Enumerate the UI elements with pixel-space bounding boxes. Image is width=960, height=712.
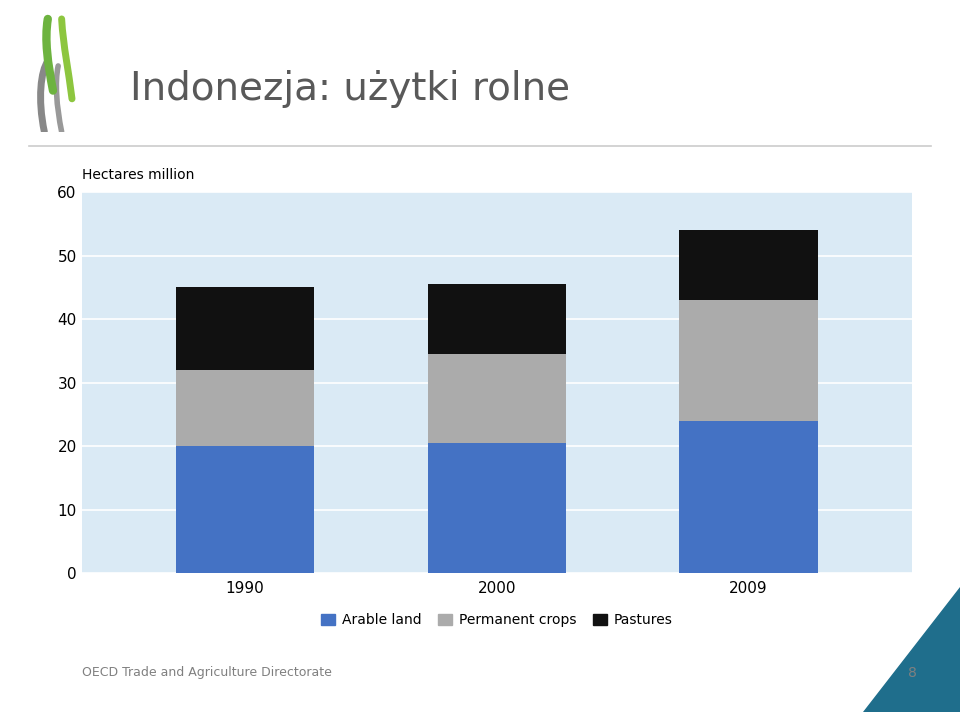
- Bar: [427, 284, 566, 354]
- Bar: [176, 446, 314, 573]
- Text: Indonezja: użytki rolne: Indonezja: użytki rolne: [130, 70, 569, 108]
- Bar: [680, 300, 818, 421]
- Bar: [427, 354, 566, 443]
- Bar: [680, 231, 818, 300]
- Bar: [680, 421, 818, 573]
- Text: OECD Trade and Agriculture Directorate: OECD Trade and Agriculture Directorate: [82, 666, 331, 679]
- Text: Hectares million: Hectares million: [82, 167, 194, 182]
- Bar: [176, 288, 314, 370]
- Bar: [176, 370, 314, 446]
- Polygon shape: [863, 587, 960, 712]
- Text: 8: 8: [908, 666, 917, 680]
- Legend: Arable land, Permanent crops, Pastures: Arable land, Permanent crops, Pastures: [315, 608, 679, 633]
- Bar: [427, 443, 566, 573]
